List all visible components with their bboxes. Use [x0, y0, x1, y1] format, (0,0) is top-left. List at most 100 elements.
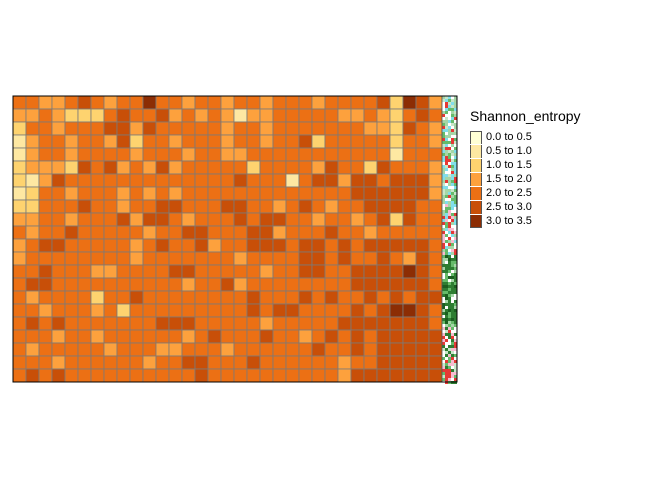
grid-cell — [389, 173, 404, 188]
grid-cell — [402, 329, 417, 344]
grid-cell — [129, 368, 144, 383]
grid-cell — [259, 225, 274, 240]
grid-cell — [90, 186, 105, 201]
grid-cell — [350, 368, 365, 383]
grid-cell — [207, 173, 222, 188]
grid-cell — [428, 368, 443, 383]
grid-cell — [376, 121, 391, 136]
grid-cell — [324, 251, 339, 266]
grid-cell — [116, 173, 131, 188]
grid-cell — [376, 316, 391, 331]
grid-cell — [337, 264, 352, 279]
grid-cell — [389, 95, 404, 110]
grid-cell — [246, 316, 261, 331]
grid-cell — [64, 199, 79, 214]
grid-cell — [25, 238, 40, 253]
grid-cell — [350, 134, 365, 149]
grid-cell — [51, 173, 66, 188]
grid-cell — [311, 121, 326, 136]
grid-cell — [103, 342, 118, 357]
grid-cell — [38, 199, 53, 214]
grid-cell — [129, 303, 144, 318]
grid-cell — [38, 160, 53, 175]
grid-cell — [402, 238, 417, 253]
grid-cell — [90, 290, 105, 305]
grid-cell — [233, 316, 248, 331]
grid-cell — [194, 355, 209, 370]
grid-cell — [155, 212, 170, 227]
grid-cell — [402, 147, 417, 162]
grid-cell — [220, 264, 235, 279]
grid-cell — [272, 355, 287, 370]
grid-cell — [38, 173, 53, 188]
grid-cell — [233, 303, 248, 318]
grid-cell — [25, 225, 40, 240]
grid-cell — [246, 147, 261, 162]
grid-cell — [246, 303, 261, 318]
grid-cell — [246, 238, 261, 253]
grid-cell — [64, 251, 79, 266]
grid-cell — [155, 225, 170, 240]
grid-cell — [77, 368, 92, 383]
grid-cell — [168, 290, 183, 305]
legend-swatch — [470, 214, 482, 228]
grid-cell — [207, 368, 222, 383]
grid-cell — [194, 368, 209, 383]
grid-cell — [272, 95, 287, 110]
grid-cell — [90, 277, 105, 292]
grid-cell — [428, 329, 443, 344]
grid-cell — [324, 264, 339, 279]
grid-cell — [298, 277, 313, 292]
grid-cell — [337, 277, 352, 292]
grid-cell — [220, 290, 235, 305]
grid-cell — [233, 121, 248, 136]
grid-cell — [259, 316, 274, 331]
grid-cell — [129, 108, 144, 123]
grid-cell — [25, 121, 40, 136]
grid-cell — [337, 316, 352, 331]
grid-cell — [298, 95, 313, 110]
grid-cell — [376, 225, 391, 240]
grid-cell — [103, 108, 118, 123]
grid-cell — [337, 290, 352, 305]
grid-cell — [389, 186, 404, 201]
grid-cell — [64, 277, 79, 292]
grid-cell — [311, 264, 326, 279]
grid-cell — [194, 264, 209, 279]
grid-cell — [38, 147, 53, 162]
grid-cell — [324, 134, 339, 149]
grid-cell — [64, 95, 79, 110]
grid-cell — [129, 134, 144, 149]
grid-cell — [25, 212, 40, 227]
grid-cell — [285, 212, 300, 227]
grid-cell — [350, 316, 365, 331]
grid-cell — [415, 160, 430, 175]
grid-cell — [181, 173, 196, 188]
grid-cell — [116, 121, 131, 136]
grid-cell — [311, 186, 326, 201]
grid-cell — [103, 134, 118, 149]
grid-cell — [311, 303, 326, 318]
grid-cell — [155, 355, 170, 370]
legend-item: 1.0 to 1.5 — [470, 158, 581, 172]
grid-cell — [259, 303, 274, 318]
grid-cell — [142, 316, 157, 331]
grid-cell — [38, 238, 53, 253]
grid-cell — [350, 355, 365, 370]
grid-cell — [376, 238, 391, 253]
grid-cell — [337, 355, 352, 370]
grid-cell — [363, 147, 378, 162]
grid-cell — [376, 342, 391, 357]
grid-cell — [116, 186, 131, 201]
grid-cell — [90, 121, 105, 136]
grid-cell — [51, 368, 66, 383]
grid-cell — [337, 342, 352, 357]
grid-cell — [168, 147, 183, 162]
grid-cell — [311, 212, 326, 227]
grid-cell — [77, 290, 92, 305]
grid-cell — [272, 277, 287, 292]
grid-cell — [155, 160, 170, 175]
grid-cell — [90, 212, 105, 227]
legend-item: 1.5 to 2.0 — [470, 172, 581, 186]
grid-cell — [324, 121, 339, 136]
